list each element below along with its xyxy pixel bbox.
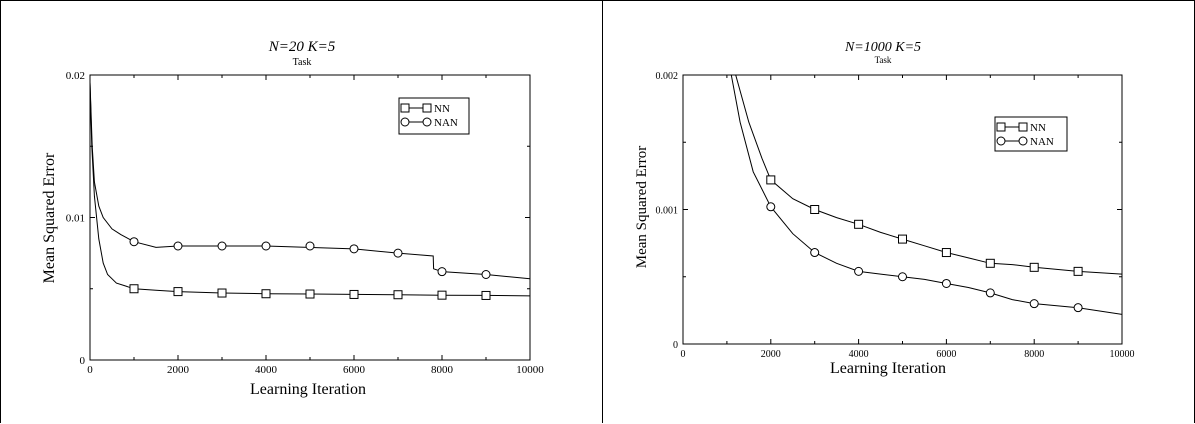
legend-label-nn: NN xyxy=(434,103,450,115)
y-axis-label: Mean Squared Error xyxy=(41,152,58,283)
series-marker-nn xyxy=(129,284,139,294)
y-tick-label: 0 xyxy=(80,355,86,367)
x-tick-label: 2000 xyxy=(761,349,781,360)
x-tick-label: 8000 xyxy=(1024,349,1044,360)
series-marker-nn xyxy=(393,290,403,300)
series-marker-nn xyxy=(217,288,227,298)
x-tick-label: 2000 xyxy=(167,364,190,376)
legend: NN NAN xyxy=(398,97,470,135)
series-marker-nan xyxy=(481,270,491,279)
series-marker-nan xyxy=(941,278,951,288)
series-marker-nan xyxy=(810,248,820,258)
chart-subtitle: Task xyxy=(293,57,312,68)
legend-marker-nn xyxy=(996,122,1006,132)
series-marker-nan xyxy=(898,272,907,282)
series-marker-nan xyxy=(985,288,995,298)
chart-title: N=1000 K=5 xyxy=(844,40,921,55)
y-tick-label: 0.002 xyxy=(656,71,679,82)
legend-box xyxy=(994,116,1068,152)
series-marker-nan xyxy=(129,237,139,247)
x-tick-label: 10000 xyxy=(516,364,544,376)
series-marker-nn xyxy=(766,175,776,185)
y-tick-label: 0.001 xyxy=(656,206,679,217)
legend: NN NAN xyxy=(994,116,1068,152)
legend-marker-nn xyxy=(1018,122,1028,132)
series-marker-nan xyxy=(173,241,183,251)
series-marker-nn xyxy=(810,205,820,214)
series-marker-nn xyxy=(1029,262,1039,272)
series-line-nan xyxy=(730,75,1122,315)
legend-marker-nan xyxy=(422,117,432,127)
legend-label-nan: NAN xyxy=(1030,136,1054,148)
legend-label-nan: NAN xyxy=(434,117,458,129)
y-tick-label: 0.01 xyxy=(66,213,85,225)
y-tick-label: 0 xyxy=(673,340,678,351)
x-tick-label: 10000 xyxy=(1110,349,1135,360)
series-marker-nan xyxy=(437,267,447,277)
series-marker-nn xyxy=(941,248,951,258)
legend-box xyxy=(398,97,470,135)
plot-frame xyxy=(682,74,1123,345)
series-group xyxy=(730,75,1122,315)
series-marker-nn xyxy=(349,289,359,299)
chart-n1000-k5: N=1000 K=5 Task Learning Iteration Mean … xyxy=(634,40,1135,377)
x-tick-label: 8000 xyxy=(431,364,454,376)
legend-marker-nan xyxy=(1018,136,1028,146)
x-tick-label: 4000 xyxy=(849,349,869,360)
x-tick-label: 0 xyxy=(681,349,686,360)
series-marker-nan xyxy=(854,266,864,276)
x-axis-label: Learning Iteration xyxy=(250,381,366,398)
series-marker-nan xyxy=(305,241,315,251)
y-tick-label: 0.02 xyxy=(66,70,85,82)
series-marker-nan xyxy=(349,244,359,254)
series-marker-nan xyxy=(1073,303,1083,313)
series-marker-nn xyxy=(985,258,995,268)
series-marker-nan xyxy=(217,241,227,251)
chart-title: N=20 K=5 xyxy=(268,39,336,55)
series-line-nan xyxy=(90,82,530,280)
series-marker-nn xyxy=(854,219,864,229)
x-tick-label: 6000 xyxy=(936,349,956,360)
series-marker-nn xyxy=(437,290,447,300)
right-chart-panel: N=1000 K=5 Task Learning Iteration Mean … xyxy=(602,0,1195,423)
series-marker-nn xyxy=(173,287,183,297)
y-axis-label: Mean Squared Error xyxy=(634,146,650,268)
series-marker-nn xyxy=(1073,266,1083,276)
series-line-nn xyxy=(735,75,1122,275)
legend-label-nn: NN xyxy=(1030,122,1046,134)
series-marker-nan xyxy=(261,241,271,251)
legend-marker-nn xyxy=(422,103,432,113)
x-tick-label: 0 xyxy=(87,364,93,376)
legend-marker-nan xyxy=(996,136,1006,146)
chart-n20-k5: N=20 K=5 Task Learning Iteration Mean Sq… xyxy=(41,39,544,398)
series-marker-nn xyxy=(305,289,315,299)
series-marker-nn xyxy=(261,289,271,299)
left-chart-panel: N=20 K=5 Task Learning Iteration Mean Sq… xyxy=(0,0,603,423)
series-marker-nn xyxy=(898,234,907,244)
series-marker-nn xyxy=(481,290,491,300)
x-tick-label: 6000 xyxy=(343,364,366,376)
legend-marker-nn xyxy=(400,103,410,113)
series-marker-nan xyxy=(766,202,776,212)
x-tick-label: 4000 xyxy=(255,364,278,376)
legend-marker-nan xyxy=(400,117,410,127)
series-marker-nan xyxy=(1029,299,1039,309)
x-axis-label: Learning Iteration xyxy=(830,360,946,377)
chart-subtitle: Task xyxy=(875,55,892,65)
series-marker-nan xyxy=(393,248,403,258)
series-group xyxy=(90,82,530,300)
